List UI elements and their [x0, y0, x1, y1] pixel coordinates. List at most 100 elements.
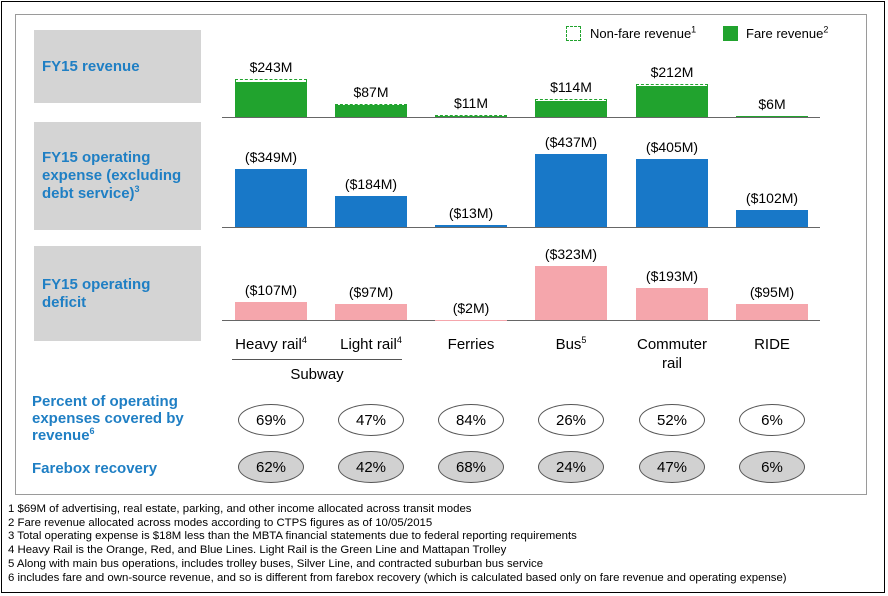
- expense-bar: [235, 168, 307, 227]
- farebox-oval: 6%: [739, 451, 805, 483]
- nonfare-legend-text: Non-fare revenue: [590, 26, 692, 41]
- category-label-text: RIDE: [754, 336, 790, 353]
- deficit-row-label: FY15 operating deficit: [34, 246, 201, 341]
- footnote: 1 $69M of advertising, real estate, park…: [8, 503, 472, 515]
- nonfare-revenue-bar: [435, 115, 507, 117]
- farebox-text: Farebox recovery: [32, 460, 158, 477]
- deficit-bar: [535, 266, 607, 320]
- fare-revenue-bar: [335, 105, 407, 117]
- pct-covered-label: Percent of operating expenses covered by…: [32, 393, 202, 444]
- category-label: Bus5: [521, 335, 621, 354]
- chart-panel: [15, 14, 867, 495]
- nonfare-revenue-bar: [335, 103, 407, 106]
- category-label: Heavy rail4: [221, 335, 321, 354]
- expense-data-label: ($184M): [344, 176, 398, 193]
- fare-revenue-bar: [736, 116, 808, 117]
- pct-covered-oval: 52%: [639, 404, 705, 436]
- category-label-text: Ferries: [447, 336, 495, 353]
- category-label-sup: 4: [301, 335, 307, 345]
- deficit-data-label: ($323M): [544, 246, 598, 263]
- expense-bar: [435, 224, 507, 227]
- footnote: 2 Fare revenue allocated across modes ac…: [8, 516, 433, 529]
- expense-row-label: FY15 operating expense (excluding debt s…: [34, 122, 201, 230]
- nonfare-legend-swatch: [566, 26, 581, 41]
- expense-data-label: ($13M): [448, 204, 494, 221]
- footnote: 6 includes fare and own-source revenue, …: [8, 571, 787, 584]
- revenue-data-label: $114M: [550, 79, 592, 96]
- nonfare-revenue-bar: [636, 84, 708, 86]
- expense-bar: [535, 154, 607, 227]
- category-label: Ferries: [421, 335, 521, 354]
- category-label: RIDE: [722, 335, 822, 354]
- category-label-text: Bus: [555, 336, 582, 353]
- pct-covered-oval: 6%: [739, 404, 805, 436]
- expense-data-label: ($405M): [645, 139, 699, 156]
- pct-covered-oval: 84%: [438, 404, 504, 436]
- farebox-oval: 62%: [238, 451, 304, 483]
- pct-covered-sup: 6: [89, 426, 95, 436]
- fare-legend-label: Fare revenue2: [746, 24, 829, 42]
- expense-row-text: FY15 operating expense (excluding debt s…: [42, 149, 201, 203]
- revenue-baseline: [222, 117, 820, 118]
- expense-bar: [736, 209, 808, 227]
- expense-data-label: ($437M): [544, 134, 598, 151]
- nonfare-revenue-bar: [535, 99, 607, 101]
- footnotes: 1 $69M of advertising, real estate, park…: [8, 503, 787, 585]
- deficit-bar: [636, 287, 708, 320]
- revenue-data-label: $243M: [249, 59, 293, 76]
- deficit-data-label: ($193M): [645, 267, 699, 284]
- category-label: Commuter rail: [632, 335, 712, 373]
- footnote: 3 Total operating expense is $18M less t…: [8, 530, 577, 543]
- revenue-row-label: FY15 revenue: [34, 30, 201, 103]
- deficit-data-label: ($107M): [244, 282, 298, 299]
- expense-row-sup: 3: [134, 184, 140, 194]
- deficit-baseline: [222, 320, 820, 321]
- fare-revenue-bar: [235, 82, 307, 117]
- revenue-row-text: FY15 revenue: [42, 57, 140, 75]
- farebox-label: Farebox recovery: [32, 460, 157, 477]
- pct-covered-oval: 69%: [238, 404, 304, 436]
- revenue-data-label: $87M: [353, 83, 389, 100]
- deficit-row-text: FY15 operating deficit: [42, 275, 151, 311]
- category-label-text: Heavy rail: [235, 336, 302, 353]
- category-label-text: Commuter rail: [636, 336, 707, 372]
- footnote: 4 Heavy Rail is the Orange, Red, and Blu…: [8, 544, 507, 557]
- farebox-oval: 68%: [438, 451, 504, 483]
- category-label-sup: 4: [396, 335, 402, 345]
- deficit-bar: [736, 304, 808, 320]
- pct-covered-text: Percent of operating expenses covered by…: [32, 393, 184, 444]
- fare-legend-swatch: [723, 26, 738, 41]
- subway-bracket-line: [232, 359, 402, 360]
- deficit-data-label: ($97M): [348, 283, 394, 300]
- expense-baseline: [222, 227, 820, 228]
- deficit-bar: [335, 303, 407, 320]
- category-label-sup: 5: [581, 335, 587, 345]
- deficit-bar: [435, 319, 507, 320]
- deficit-bar: [235, 302, 307, 320]
- nonfare-revenue-bar: [235, 79, 307, 83]
- deficit-data-label: ($95M): [749, 284, 795, 301]
- fare-revenue-bar: [535, 100, 607, 117]
- category-label-text: Light rail: [340, 336, 397, 353]
- pct-covered-oval: 47%: [338, 404, 404, 436]
- fare-revenue-bar: [435, 116, 507, 117]
- expense-bar: [636, 159, 708, 227]
- expense-bar: [335, 196, 407, 227]
- farebox-oval: 24%: [538, 451, 604, 483]
- revenue-data-label: $11M: [454, 95, 488, 112]
- fare-legend-sup: 2: [823, 24, 829, 35]
- farebox-oval: 47%: [639, 451, 705, 483]
- expense-data-label: ($102M): [745, 189, 799, 206]
- fare-revenue-bar: [636, 86, 708, 117]
- nonfare-legend-label: Non-fare revenue1: [590, 24, 697, 42]
- category-label: Light rail4: [321, 335, 421, 354]
- revenue-data-label: $212M: [650, 64, 694, 81]
- footnote: 5 Along with main bus operations, includ…: [8, 557, 544, 570]
- expense-data-label: ($349M): [244, 148, 298, 165]
- farebox-oval: 42%: [338, 451, 404, 483]
- expense-row-text-main: FY15 operating expense (excluding debt s…: [42, 149, 182, 202]
- nonfare-legend-sup: 1: [691, 24, 697, 35]
- revenue-data-label: $6M: [758, 95, 786, 112]
- pct-covered-oval: 26%: [538, 404, 604, 436]
